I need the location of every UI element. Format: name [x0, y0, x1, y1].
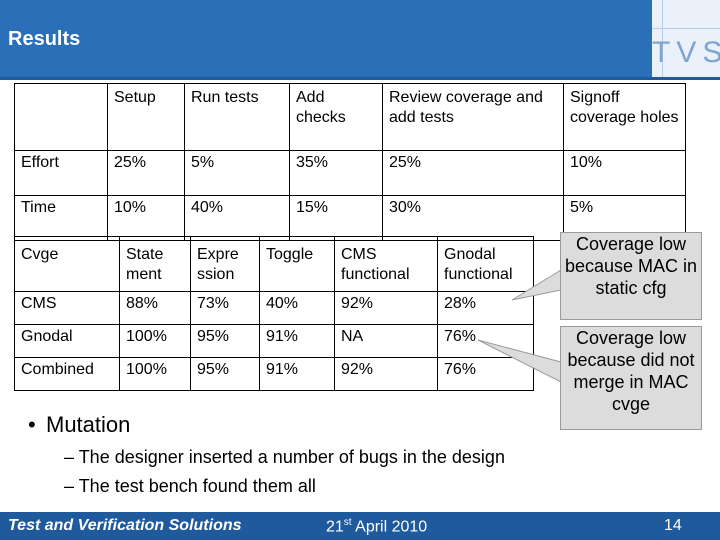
slide-title: Results: [8, 28, 81, 50]
table-cell: 91%: [259, 357, 335, 391]
bullet-mutation: • Mutation: [28, 412, 130, 438]
callout-text: Coverage low because did not merge in MA…: [567, 328, 695, 414]
company-logo: TVS: [652, 36, 720, 69]
table-row: Combined 100% 95% 91% 92% 76%: [14, 357, 534, 391]
table-header-row: Cvge State ment Expre ssion Toggle CMS f…: [14, 236, 534, 292]
bullet-text: Mutation: [46, 412, 131, 437]
header-cell: Signoff coverage holes: [563, 83, 686, 151]
table-cell: 25%: [382, 150, 564, 196]
table-row: Gnodal 100% 95% 91% NA 76%: [14, 324, 534, 358]
table-cell: 5%: [184, 150, 290, 196]
table-row: Effort 25% 5% 35% 25% 10%: [14, 150, 686, 196]
logo-panel: [652, 0, 720, 77]
table-cell: 30%: [382, 195, 564, 241]
header-cell: Setup: [107, 83, 185, 151]
table-header-row: Setup Run tests Add checks Review covera…: [14, 83, 686, 151]
table-cell: 95%: [190, 324, 260, 358]
sub-bullet: – The designer inserted a number of bugs…: [64, 447, 505, 467]
row-label: Effort: [14, 150, 108, 196]
sub-bullet: – The test bench found them all: [64, 476, 316, 496]
table-cell: 100%: [119, 324, 191, 358]
table-cell: 10%: [107, 195, 185, 241]
header-cell: Expre ssion: [190, 236, 260, 292]
table-cell: 10%: [563, 150, 686, 196]
table-cell: NA: [334, 324, 438, 358]
logo-gridline: [662, 0, 663, 77]
footer-company: Test and Verification Solutions: [8, 517, 242, 534]
callout-pointer: [511, 269, 562, 301]
footer-date: 21st April 2010: [326, 517, 427, 536]
table-cell: 92%: [334, 291, 438, 325]
row-label: Time: [14, 195, 108, 241]
bullet-dot-icon: •: [28, 412, 36, 437]
sub-bullet-text: The test bench found them all: [78, 476, 316, 496]
header-cell: Review coverage and add tests: [382, 83, 564, 151]
header-cell: Add checks: [289, 83, 383, 151]
header-cell: Run tests: [184, 83, 290, 151]
table-cell: 100%: [119, 357, 191, 391]
title-bar: [0, 0, 652, 77]
table-cell: 76%: [437, 357, 534, 391]
slide-footer: [0, 512, 720, 540]
row-label: Combined: [14, 357, 120, 391]
coverage-table: Cvge State ment Expre ssion Toggle CMS f…: [14, 236, 534, 391]
table-cell: 35%: [289, 150, 383, 196]
header-divider: [0, 77, 720, 80]
table-cell: 73%: [190, 291, 260, 325]
callout-mac-merge: Coverage low because did not merge in MA…: [560, 326, 702, 430]
header-cell: Gnodal functional: [437, 236, 534, 292]
page-number: 14: [664, 517, 682, 534]
header-cell: CMS functional: [334, 236, 438, 292]
footer-date-rest: April 2010: [351, 518, 428, 536]
table-cell: 25%: [107, 150, 185, 196]
footer-date-day: 21: [326, 518, 344, 536]
footer-date-suffix: st: [343, 517, 352, 528]
slide-header: Results TVS: [0, 0, 720, 80]
logo-gridline: [652, 28, 720, 29]
callout-mac-static: Coverage low because MAC in static cfg: [560, 232, 702, 320]
header-cell: [14, 83, 108, 151]
table-cell: 92%: [334, 357, 438, 391]
callout-text: Coverage low because MAC in static cfg: [564, 234, 698, 298]
callout-pointer: [477, 339, 562, 383]
table-cell: 76%: [437, 324, 534, 358]
sub-bullet-text: The designer inserted a number of bugs i…: [78, 447, 505, 467]
